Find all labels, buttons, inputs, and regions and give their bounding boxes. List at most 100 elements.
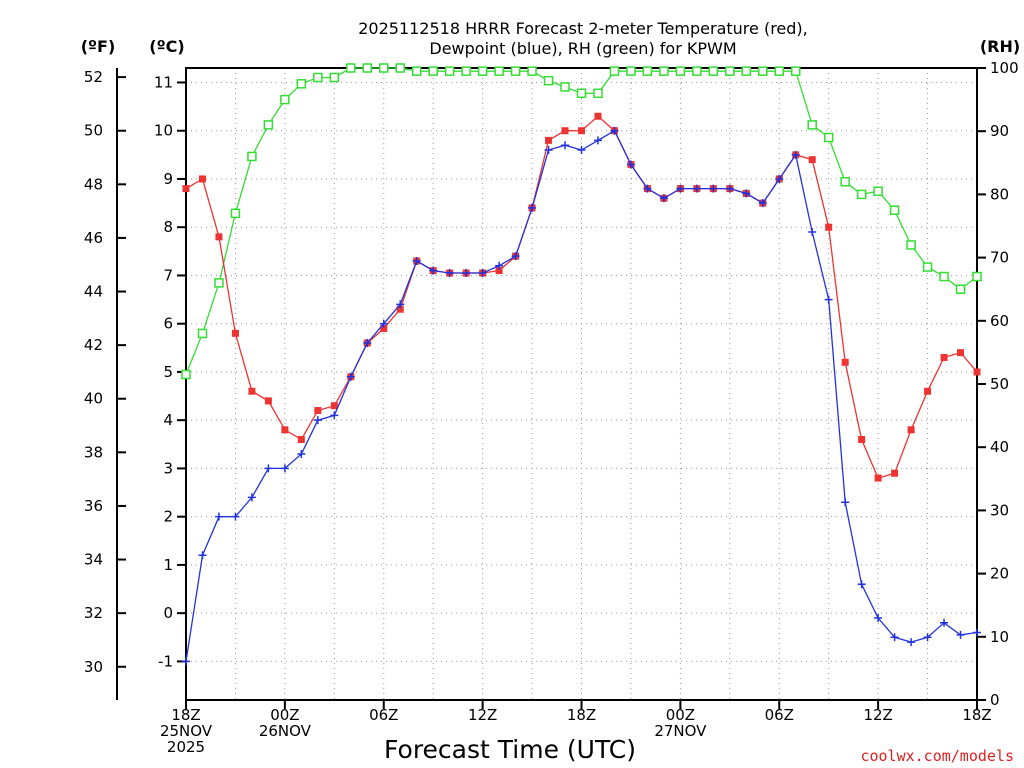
rh-data-point (346, 63, 356, 73)
fahrenheit-tick-label: 42 (84, 336, 103, 354)
dewpoint-data-point (709, 184, 718, 193)
dewpoint-data-point (429, 266, 438, 275)
dewpoint-data-point (462, 269, 471, 278)
fahrenheit-tick-label: 48 (84, 175, 103, 193)
rh-data-point (609, 66, 620, 76)
celsius-unit-label: (ºC) (149, 37, 184, 56)
rh-data-point (823, 132, 834, 143)
dewpoint-data-point (313, 416, 322, 425)
rh-tick-label: 40 (990, 438, 1009, 456)
rh-data-point (510, 66, 521, 76)
dewpoint-data-point (247, 493, 256, 502)
rh-data-point (395, 63, 405, 73)
x-tick-label-line: 06Z (369, 706, 398, 724)
dewpoint-data-point (659, 194, 668, 203)
axes (116, 67, 986, 709)
fahrenheit-tick-label: 30 (84, 658, 103, 676)
rh-tick-label: 10 (990, 628, 1009, 646)
fahrenheit-tick-label: 38 (84, 443, 103, 461)
dewpoint-data-point (396, 300, 405, 309)
celsius-tick-label: 1 (163, 556, 173, 574)
x-tick-label-line: 18Z (962, 706, 991, 724)
celsius-tick-label: 7 (163, 266, 173, 284)
rh-tick-label: 70 (990, 249, 1009, 267)
dewpoint-series-line (185, 129, 978, 662)
temperature-data-point (874, 474, 882, 482)
celsius-tick-label: 8 (163, 218, 173, 236)
dewpoint-data-point (231, 512, 240, 521)
dewpoint-data-point (808, 228, 817, 237)
x-tick-label: 18Z (567, 706, 596, 724)
series-layer (181, 63, 982, 666)
dewpoint-data-point (214, 512, 223, 521)
temperature-data-point (231, 329, 239, 337)
dewpoint-data-point (626, 160, 635, 169)
dewpoint-data-point (544, 146, 553, 155)
temperature-data-point (215, 233, 223, 241)
rh-data-point (774, 66, 784, 76)
dewpoint-data-point (676, 184, 685, 193)
rh-data-point (560, 82, 570, 92)
dewpoint-data-point (841, 498, 850, 507)
rh-data-point (444, 66, 455, 76)
rh-data-point (461, 66, 471, 76)
fahrenheit-unit-label: (ºF) (81, 37, 116, 56)
x-tick-label-line: 27NOV (654, 722, 707, 740)
temperature-data-point (281, 426, 289, 434)
chart-title-line-1: 2025112518 HRRR Forecast 2-meter Tempera… (358, 19, 808, 38)
rh-data-point (807, 120, 817, 130)
rh-tick-label: 0 (990, 691, 1000, 709)
rh-data-point (955, 284, 966, 294)
rh-data-point (840, 177, 850, 187)
tick-labels: 303234363840424446485052-101234567891011… (84, 59, 1019, 756)
rh-data-point (379, 63, 389, 73)
rh-tick-label: 50 (990, 375, 1009, 393)
temperature-data-point (858, 435, 866, 443)
dewpoint-data-point (775, 174, 784, 183)
temperature-data-point (264, 397, 272, 405)
rh-data-point (758, 66, 768, 76)
dewpoint-data-point (874, 613, 883, 622)
x-tick-label: 12Z (468, 706, 497, 724)
dewpoint-data-point (363, 338, 372, 347)
celsius-tick-label: 0 (163, 604, 173, 622)
temperature-data-point (248, 387, 256, 395)
dewpoint-data-point (330, 411, 339, 420)
celsius-tick-label: 3 (163, 459, 173, 477)
dewpoint-data-point (758, 199, 767, 208)
x-tick-label-line: 18Z (171, 706, 200, 724)
x-tick-label-line: 18Z (567, 706, 596, 724)
grid (186, 68, 977, 700)
celsius-tick-label: 6 (163, 315, 173, 333)
rh-data-point (329, 72, 340, 83)
dewpoint-data-point (725, 184, 734, 193)
rh-data-point (692, 66, 702, 76)
rh-data-point (280, 94, 290, 105)
dewpoint-data-point (198, 551, 207, 560)
rh-data-point (708, 66, 719, 76)
x-tick-label-line: 2025 (167, 738, 205, 756)
temperature-data-point (907, 426, 915, 434)
x-tick-label-line: 00Z (666, 706, 695, 724)
rh-data-point (642, 66, 653, 76)
rh-data-point (247, 151, 257, 162)
fahrenheit-tick-label: 46 (84, 229, 103, 247)
x-tick-label-line: 26NOV (259, 722, 312, 740)
dewpoint-data-point (593, 136, 602, 145)
celsius-tick-label: 11 (154, 73, 173, 91)
temperature-data-point (594, 112, 602, 120)
dewpoint-data-point (973, 628, 981, 637)
rh-data-point (922, 262, 933, 272)
chart-title-line-2: Dewpoint (blue), RH (green) for KPWM (429, 39, 736, 58)
x-tick-label: 12Z (863, 706, 892, 724)
rh-data-point (873, 186, 883, 196)
temperature-data-point (891, 469, 899, 477)
fahrenheit-tick-label: 40 (84, 390, 103, 408)
rh-data-point (593, 88, 603, 99)
temperature-data-point (182, 185, 190, 193)
dewpoint-data-point (940, 618, 949, 627)
celsius-tick-label: 2 (163, 508, 173, 526)
temperature-data-point (825, 223, 833, 231)
x-axis-title: Forecast Time (UTC) (384, 735, 636, 764)
rh-data-point (494, 66, 504, 76)
